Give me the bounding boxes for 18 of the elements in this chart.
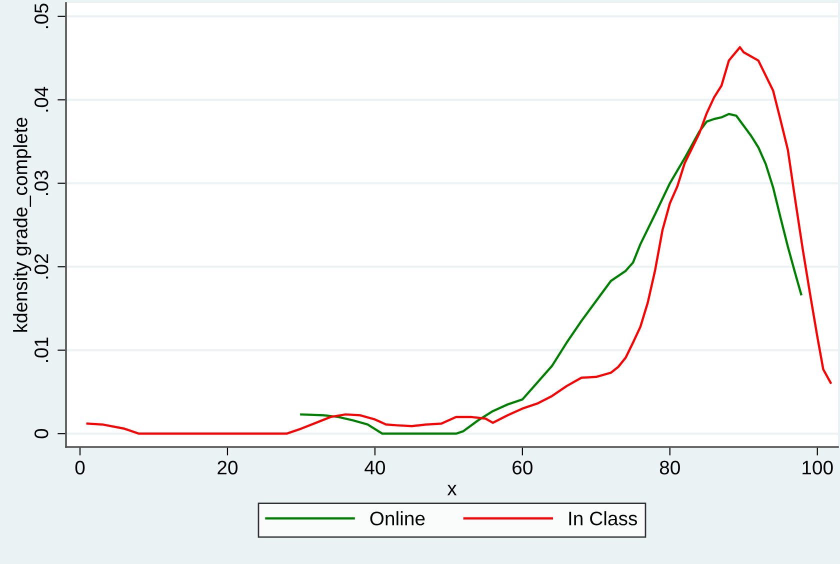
line-series: [86, 46, 832, 435]
y-tick-label: 0: [34, 429, 48, 438]
y-tick-label: .05: [34, 4, 48, 28]
x-tick-label: 40: [364, 460, 385, 474]
x-tick-label: 100: [802, 460, 833, 474]
y-tick-label: .03: [34, 170, 48, 196]
x-tick-label: 20: [218, 460, 238, 474]
x-tick-label: 80: [660, 460, 680, 474]
legend-label: Online: [370, 511, 425, 526]
x-tick-label: 0: [75, 460, 85, 474]
y-tick-label: .04: [34, 86, 48, 112]
x-axis-title: x: [447, 484, 457, 496]
y-tick-label: .02: [34, 254, 48, 278]
legend-label: In Class: [569, 511, 638, 526]
line-series: [300, 112, 802, 435]
x-tick-label: 60: [512, 460, 532, 474]
y-tick-label: .01: [34, 338, 48, 362]
y-axis-title: kdensity grade_complete: [13, 118, 32, 332]
